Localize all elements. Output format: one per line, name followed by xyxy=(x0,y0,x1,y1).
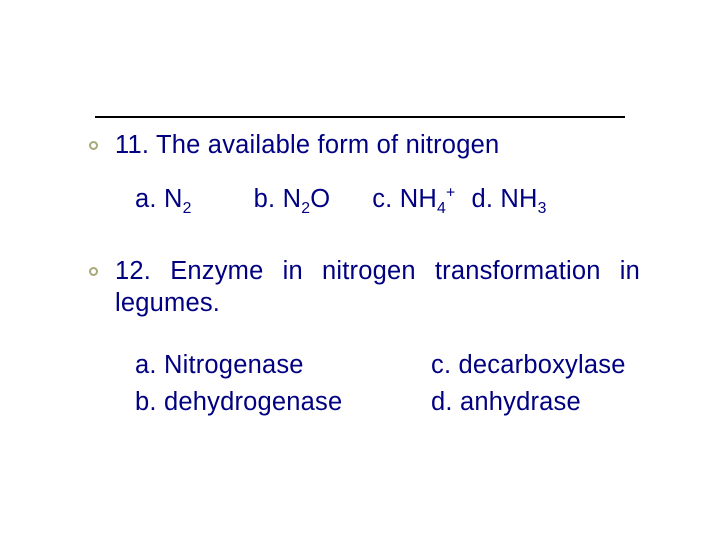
q12-options-right: c. decarboxylase d. anhydrase xyxy=(415,350,640,426)
bullet-wrap xyxy=(95,256,115,276)
q11-b-sub: 2 xyxy=(301,200,310,217)
q12-c-label: c. xyxy=(431,351,451,379)
question-11-options: a. N2 b. N2O c. NH4+ d. xyxy=(115,184,640,216)
circle-bullet-icon xyxy=(89,267,98,276)
q12-d-label: d. xyxy=(431,388,453,416)
q12-b-label: b. xyxy=(135,388,157,416)
q11-b-pre: N xyxy=(283,185,302,213)
q11-option-c: c. NH4+ xyxy=(372,184,455,216)
q12-option-b: b. dehydrogenase xyxy=(135,387,415,419)
question-12-options: a. Nitrogenase b. dehydrogenase c. decar… xyxy=(115,350,640,426)
q11-d-sub: 3 xyxy=(538,200,547,217)
q12-option-a: a. Nitrogenase xyxy=(135,350,415,382)
q11-c-pre: NH xyxy=(400,185,437,213)
q12-options-left: a. Nitrogenase b. dehydrogenase xyxy=(135,350,415,426)
q12-c-text: decarboxylase xyxy=(459,351,626,379)
q11-option-a: a. N2 xyxy=(135,184,192,216)
q11-c-label: c. xyxy=(372,185,392,213)
q11-option-d: d. NH3 xyxy=(471,184,546,216)
q11-option-b: b. N2O xyxy=(254,184,331,216)
bullet-wrap xyxy=(95,130,115,150)
question-12-text: Enzyme in nitrogen transformation in leg… xyxy=(115,257,640,317)
question-12-number: 12. xyxy=(115,257,151,285)
q11-b-post: O xyxy=(310,185,330,213)
q11-c-sub: 4 xyxy=(437,200,446,217)
q12-a-text: Nitrogenase xyxy=(164,351,304,379)
slide: 11. The available form of nitrogen a. N2… xyxy=(0,0,720,540)
q11-d-pre: NH xyxy=(500,185,537,213)
q11-d-label: d. xyxy=(471,185,493,213)
q11-c-sup: + xyxy=(446,184,455,201)
q12-d-text: anhydrase xyxy=(460,388,581,416)
q11-a-label: a. xyxy=(135,185,157,213)
content-area: 11. The available form of nitrogen a. N2… xyxy=(95,130,640,425)
question-11-text: The available form of nitrogen xyxy=(156,131,499,159)
q12-option-c: c. decarboxylase xyxy=(415,350,640,382)
title-underline xyxy=(95,116,625,118)
q12-b-text: dehydrogenase xyxy=(164,388,342,416)
question-11: 11. The available form of nitrogen a. N2… xyxy=(95,130,640,216)
question-11-number: 11. xyxy=(115,131,149,159)
q11-a-pre: N xyxy=(164,185,183,213)
circle-bullet-icon xyxy=(89,141,98,150)
q11-b-label: b. xyxy=(254,185,276,213)
q11-a-sub: 2 xyxy=(183,200,192,217)
question-12-body: 12. Enzyme in nitrogen transformation in… xyxy=(115,256,640,426)
q12-option-d: d. anhydrase xyxy=(415,387,640,419)
q12-a-label: a. xyxy=(135,351,157,379)
question-12: 12. Enzyme in nitrogen transformation in… xyxy=(95,256,640,426)
question-11-body: 11. The available form of nitrogen a. N2… xyxy=(115,130,640,216)
